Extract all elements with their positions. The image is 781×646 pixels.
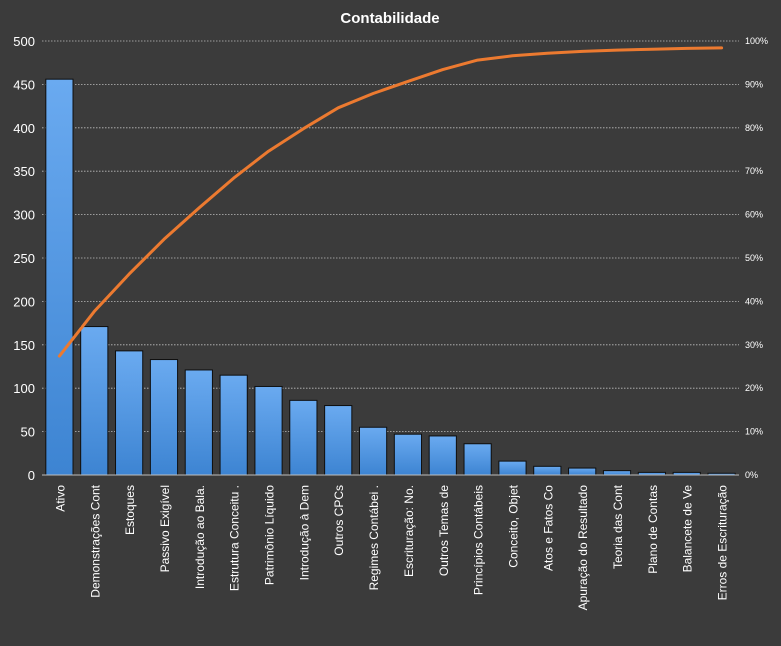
bar bbox=[358, 426, 388, 476]
axes: 0 50 100 150 200 250 300 350 400 450 500 0% 10% 20% 30… bbox=[13, 34, 768, 610]
y2-tick-label: 60% bbox=[745, 210, 763, 220]
cumulative-line-path bbox=[57, 46, 724, 358]
y2-tick-label: 80% bbox=[745, 123, 763, 133]
bar bbox=[602, 470, 632, 476]
x-tick-label: Estrutura Conceitu . bbox=[228, 485, 242, 591]
bar bbox=[80, 326, 109, 476]
x-tick-label: Outros CPCs bbox=[332, 485, 346, 556]
y-tick-label: 300 bbox=[13, 208, 35, 223]
x-tick-label: Conceito, Objet bbox=[506, 484, 520, 567]
bar bbox=[184, 369, 213, 476]
x-tick-label: Teoria das Cont bbox=[611, 484, 625, 569]
x-tick-label: Introdução à Dem bbox=[297, 485, 311, 580]
y-tick-label: 0 bbox=[28, 468, 35, 483]
y-tick-label: 500 bbox=[13, 34, 35, 49]
x-tick-label: Princípios Contábeis bbox=[472, 485, 486, 595]
y-tick-label: 400 bbox=[13, 121, 35, 136]
bar bbox=[45, 78, 74, 476]
cumulative-line bbox=[57, 46, 724, 358]
y-tick-label: 200 bbox=[13, 294, 35, 309]
bar bbox=[254, 385, 283, 476]
bar bbox=[115, 350, 144, 476]
bar bbox=[428, 435, 457, 476]
chart-title: Contabilidade bbox=[340, 10, 439, 27]
y-tick-label: 150 bbox=[13, 338, 35, 353]
y-tick-label: 100 bbox=[13, 381, 35, 396]
x-tick-label: Patrimônio Líquido bbox=[263, 485, 277, 585]
x-tick-label: Estoques bbox=[123, 485, 137, 535]
y2-tick-label: 20% bbox=[745, 383, 763, 393]
x-tick-label: Atos e Fatos Co bbox=[541, 485, 555, 571]
y2-tick-label: 30% bbox=[745, 340, 763, 350]
bar bbox=[463, 443, 492, 476]
y2-tick-label: 10% bbox=[745, 427, 763, 437]
y2-tick-label: 0% bbox=[745, 470, 758, 480]
grid-lines bbox=[42, 40, 739, 433]
bars bbox=[45, 78, 736, 476]
y2-tick-label: 50% bbox=[745, 253, 763, 263]
x-tick-label: Outros Temas de bbox=[437, 485, 451, 576]
bar bbox=[289, 399, 318, 476]
y2-tick-label: 90% bbox=[745, 79, 763, 89]
y2-tick-label: 100% bbox=[745, 36, 768, 46]
x-tick-label: Plano de Contas bbox=[646, 485, 660, 574]
bar bbox=[219, 374, 248, 476]
bar bbox=[498, 460, 527, 476]
x-tick-label: Passivo Exigível bbox=[158, 485, 172, 572]
x-tick-label: Demonstrações Cont bbox=[88, 484, 102, 597]
bar bbox=[568, 467, 597, 476]
bar bbox=[533, 465, 562, 476]
y2-tick-label: 40% bbox=[745, 296, 763, 306]
y2-tick-label: 70% bbox=[745, 166, 763, 176]
bar bbox=[393, 433, 423, 476]
x-tick-label: Erros de Escrituração bbox=[716, 485, 730, 601]
x-tick-label: Balancete de Ve bbox=[681, 485, 695, 573]
bar bbox=[149, 359, 179, 476]
bar bbox=[324, 405, 353, 476]
y-tick-label: 450 bbox=[13, 77, 35, 92]
y-tick-label: 250 bbox=[13, 251, 35, 266]
y-tick-label: 50 bbox=[21, 425, 35, 440]
x-tick-label: Escrituração: No. bbox=[402, 485, 416, 577]
x-tick-label: Ativo bbox=[53, 485, 67, 512]
x-tick-label: Introdução ao Bala. bbox=[193, 485, 207, 589]
x-tick-label: Regimes Contábei . bbox=[367, 485, 381, 590]
x-tick-label: Apuração do Resultado bbox=[576, 485, 590, 611]
y-tick-label: 350 bbox=[13, 164, 35, 179]
